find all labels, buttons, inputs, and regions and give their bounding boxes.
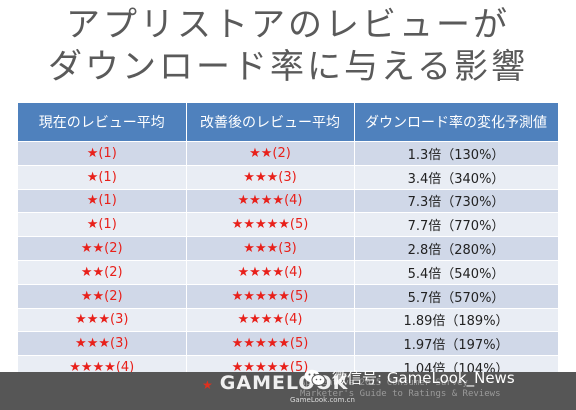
download-change-cell: 7.3倍（730%） <box>354 188 559 213</box>
table-row: ★(1) ★★(2) 1.3倍（130%） <box>18 141 559 166</box>
source-citation: Apptentive 2015 Consumer Survey Marketer… <box>300 378 500 400</box>
improved-rating-cell: ★★★★★(5) <box>186 283 355 309</box>
logo-star-icon: ★ <box>202 378 214 392</box>
improved-rating-cell: ★★★★★(5) <box>186 331 355 356</box>
table-row: ★(1) ★★★(3) 3.4倍（340%） <box>18 164 559 190</box>
page-title: アプリストアのレビューが ダウンロード率に与える影響 <box>0 4 576 88</box>
improved-rating-cell: ★★★★(4) <box>186 259 355 285</box>
download-change-cell: 1.97倍（197%） <box>354 331 559 356</box>
table-row: ★★(2) ★★★★★(5) 5.7倍（570%） <box>18 283 559 309</box>
current-rating-cell: ★(1) <box>18 212 187 237</box>
download-change-cell: 3.4倍（340%） <box>354 164 559 190</box>
wechat-icon <box>304 369 326 387</box>
download-change-cell: 1.89倍（189%） <box>354 307 559 332</box>
current-rating-cell: ★★★(3) <box>18 331 187 356</box>
title-line-2: ダウンロード率に与える影響 <box>48 47 528 87</box>
improved-rating-cell: ★★★(3) <box>186 236 355 261</box>
logo-subtitle: GameLook.com.cn <box>290 396 355 404</box>
table-row: ★★★(3) ★★★★(4) 1.89倍（189%） <box>18 307 559 332</box>
wechat-watermark: 微信号: GameLook_News <box>304 367 515 388</box>
improved-rating-cell: ★★★★(4) <box>186 307 355 332</box>
footer-bar: Apptentive 2015 Consumer Survey Marketer… <box>0 372 576 410</box>
table-row: ★(1) ★★★★(4) 7.3倍（730%） <box>18 188 559 213</box>
wechat-id: 微信号: GameLook_News <box>332 369 515 387</box>
source-line-2: Marketer's Guide to Ratings & Reviews <box>300 389 501 399</box>
current-rating-cell: ★(1) <box>18 141 187 166</box>
table-row: ★★(2) ★★★(3) 2.8倍（280%） <box>18 236 559 261</box>
table-row: ★★(2) ★★★★(4) 5.4倍（540%） <box>18 259 559 285</box>
current-rating-cell: ★(1) <box>18 188 187 213</box>
current-rating-cell: ★★(2) <box>18 236 187 261</box>
table-row: ★★★(3) ★★★★★(5) 1.97倍（197%） <box>18 331 559 356</box>
download-change-cell: 1.3倍（130%） <box>354 141 559 166</box>
improved-rating-cell: ★★★★(4) <box>186 188 355 213</box>
current-rating-cell: ★(1) <box>18 164 187 190</box>
table-row: ★(1) ★★★★★(5) 7.7倍（770%） <box>18 212 559 237</box>
table-header-row: 現在のレビュー平均 改善後のレビュー平均 ダウンロード率の変化予測値 <box>18 103 559 142</box>
source-line-1: Apptentive 2015 Consumer Survey <box>300 378 468 388</box>
download-change-cell: 7.7倍（770%） <box>354 212 559 237</box>
improved-rating-cell: ★★★★★(5) <box>186 212 355 237</box>
download-change-cell: 5.4倍（540%） <box>354 259 559 285</box>
header-current-rating: 現在のレビュー平均 <box>18 103 187 142</box>
review-impact-table: 現在のレビュー平均 改善後のレビュー平均 ダウンロード率の変化予測値 ★(1) … <box>18 103 559 379</box>
improved-rating-cell: ★★(2) <box>186 141 355 166</box>
current-rating-cell: ★★★(3) <box>18 307 187 332</box>
header-download-change: ダウンロード率の変化予測値 <box>354 103 559 142</box>
improved-rating-cell: ★★★(3) <box>186 164 355 190</box>
title-line-1: アプリストアのレビューが <box>66 5 510 45</box>
current-rating-cell: ★★(2) <box>18 283 187 309</box>
header-improved-rating: 改善後のレビュー平均 <box>186 103 355 142</box>
download-change-cell: 2.8倍（280%） <box>354 236 559 261</box>
download-change-cell: 5.7倍（570%） <box>354 283 559 309</box>
current-rating-cell: ★★(2) <box>18 259 187 285</box>
